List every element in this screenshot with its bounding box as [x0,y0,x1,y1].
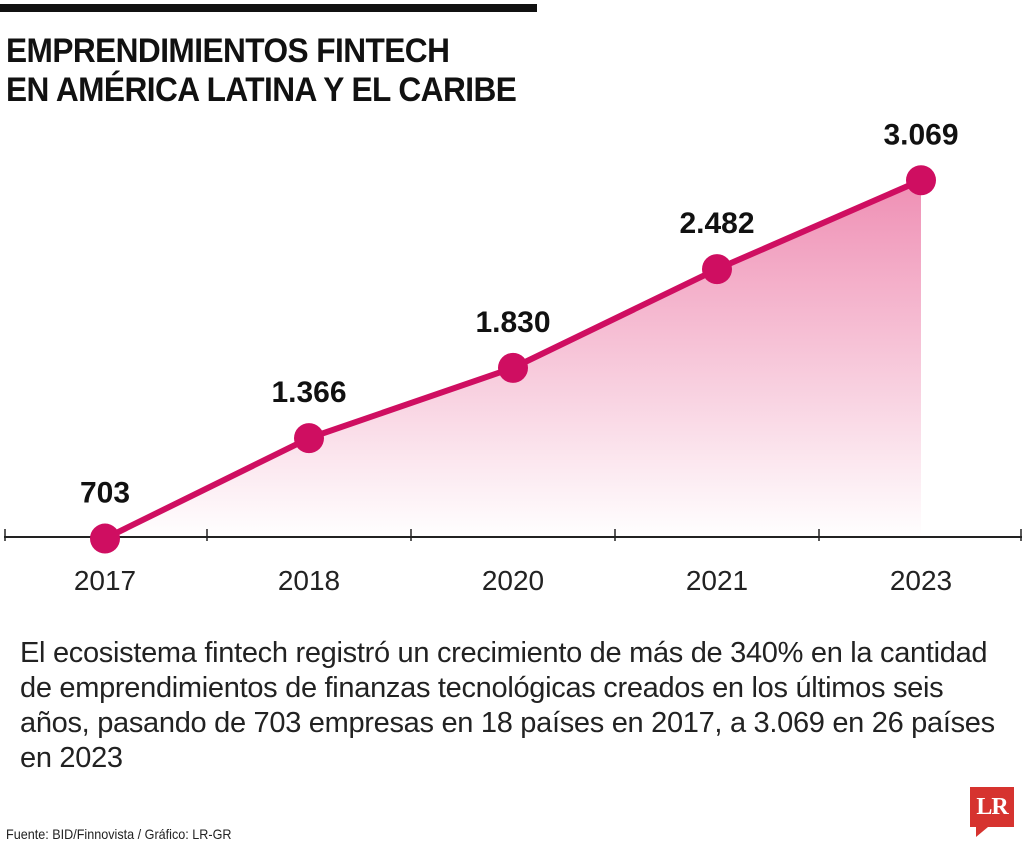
data-label-2020: 1.830 [475,306,550,339]
data-point-2018 [294,423,324,454]
x-tick-label-2018: 2018 [278,565,340,596]
chart-title: EMPRENDIMIENTOS FINTECH EN AMÉRICA LATIN… [6,32,583,110]
data-label-2023: 3.069 [883,118,958,151]
data-label-2018: 1.366 [271,376,346,409]
x-tick-label-2021: 2021 [686,565,748,596]
chart-description: El ecosistema fintech registró un crecim… [20,637,995,774]
data-point-2023 [906,165,936,196]
title-line-2: EN AMÉRICA LATINA Y EL CARIBE [6,71,517,109]
data-point-2020 [498,352,528,383]
x-tick-label-2020: 2020 [482,565,544,596]
line-chart: 2017 2018 2020 2021 2023 703 1.366 1.830 2.482 3… [4,118,1022,596]
top-rule [0,4,537,12]
x-tick-label-2023: 2023 [890,565,952,596]
data-point-2021 [702,254,732,285]
lr-logo-notch [976,827,988,837]
data-point-2017 [90,523,120,554]
source-note: Fuente: BID/Finnovista / Gráfico: LR-GR [6,826,232,842]
title-line-1: EMPRENDIMIENTOS FINTECH [6,32,450,70]
data-label-2021: 2.482 [679,207,754,240]
data-label-2017: 703 [80,477,130,510]
lr-logo: LR [970,787,1014,827]
x-tick-label-2017: 2017 [74,565,136,596]
